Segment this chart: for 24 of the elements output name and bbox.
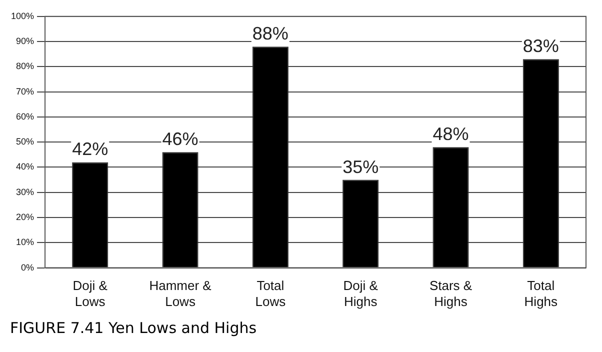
y-tick-label: 50% bbox=[16, 136, 34, 147]
y-tick-label: 10% bbox=[16, 237, 34, 248]
y-tick-label: 20% bbox=[16, 212, 34, 222]
x-tick-label: Total Lows bbox=[255, 278, 286, 309]
y-tick-label: 70% bbox=[16, 86, 34, 96]
x-tick-label: Doji & Highs bbox=[343, 278, 378, 309]
data-label: 83% bbox=[522, 36, 559, 56]
data-label: 88% bbox=[252, 24, 288, 44]
y-tick-label: 80% bbox=[16, 61, 34, 72]
data-label: 42% bbox=[72, 139, 108, 160]
y-tick-label: 100% bbox=[10, 10, 34, 21]
y-tick-label: 60% bbox=[16, 111, 34, 122]
y-tick-label: 40% bbox=[16, 162, 34, 172]
x-tick-label: Stars & Highs bbox=[429, 278, 472, 309]
x-tick-label: Total Highs bbox=[524, 278, 558, 309]
data-label: 48% bbox=[432, 124, 469, 144]
y-tick-label: 0% bbox=[21, 262, 34, 272]
y-tick-label: 90% bbox=[16, 36, 34, 46]
x-tick-label: Hammer & Lows bbox=[149, 278, 212, 309]
text: FIGURE 7.41 Yen Lows and Highs bbox=[10, 319, 258, 337]
x-tick-label: Doji & Lows bbox=[72, 278, 108, 309]
data-label: 35% bbox=[342, 156, 379, 177]
data-label: 46% bbox=[162, 129, 198, 150]
y-tick-label: 30% bbox=[16, 186, 34, 197]
